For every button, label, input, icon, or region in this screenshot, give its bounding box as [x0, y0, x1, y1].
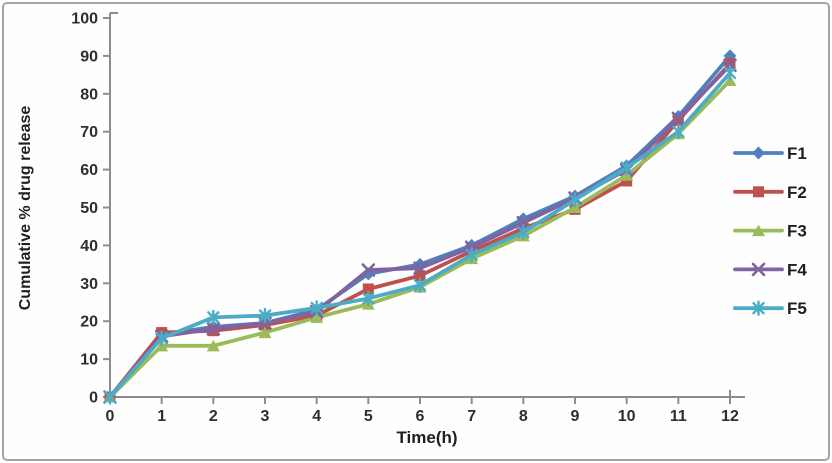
legend-F5-marker — [752, 300, 765, 316]
series-F5-marker — [258, 307, 272, 324]
legend-item-F3: F3 — [733, 222, 807, 241]
series-F2-marker — [414, 270, 426, 282]
y-axis-title: Cumulative % drug release — [17, 106, 34, 311]
legend-F1-label: F1 — [787, 144, 807, 163]
series-F5-marker — [155, 330, 168, 346]
series-F3-marker — [206, 339, 220, 352]
series-F5-marker — [672, 124, 685, 140]
legend-F3-label: F3 — [787, 222, 807, 241]
x-tick-label-8: 8 — [519, 408, 528, 425]
legend-item-F1: F1 — [733, 144, 807, 163]
series-F5-marker — [103, 389, 117, 405]
series-F5-marker — [362, 290, 375, 307]
series-F3-line — [108, 78, 732, 399]
series-F1 — [103, 49, 737, 404]
y-tick-label-30: 30 — [80, 276, 98, 293]
axes — [103, 12, 745, 404]
x-axis-title: Time(h) — [396, 428, 457, 447]
series-F5-marker — [723, 65, 737, 81]
y-tick-label-80: 80 — [80, 86, 98, 103]
series-F5-marker — [465, 247, 478, 263]
series-F5-line — [108, 71, 732, 399]
series-F4-marker — [206, 321, 221, 336]
y-tick-label-70: 70 — [80, 124, 98, 141]
x-tick-label-2: 2 — [209, 408, 218, 425]
legend-F3-marker — [752, 224, 765, 237]
x-tick-label-7: 7 — [467, 408, 476, 425]
series-F5-marker — [207, 309, 220, 326]
x-tick-label-10: 10 — [618, 408, 636, 425]
y-tick-label-10: 10 — [80, 352, 98, 369]
y-tick-label-100: 100 — [71, 11, 98, 28]
y-tick-label-40: 40 — [80, 238, 98, 255]
legend-F2-label: F2 — [787, 183, 807, 202]
legend-F5-label: F5 — [787, 299, 807, 318]
x-tick-label-6: 6 — [416, 408, 425, 425]
y-tick-label-0: 0 — [89, 390, 98, 407]
series-F5-marker — [568, 192, 582, 208]
x-tick-label-1: 1 — [157, 408, 166, 425]
series-F4-marker — [361, 263, 376, 277]
legend: F1 F2 F3 F4 F5 — [733, 144, 807, 318]
series-F3-marker — [310, 311, 324, 323]
series-F5-marker — [413, 277, 427, 293]
series-F4-marker — [413, 261, 427, 275]
series-F2 — [104, 57, 736, 403]
series-F4-marker — [516, 215, 531, 230]
legend-item-F2: F2 — [733, 183, 807, 202]
series-F3-marker — [258, 326, 272, 339]
y-tick-label-60: 60 — [80, 162, 98, 179]
y-tick-label-20: 20 — [80, 314, 98, 331]
legend-F1-marker — [752, 146, 765, 160]
series-F2-marker — [362, 283, 374, 295]
series-F4-marker — [671, 111, 686, 126]
series-F4 — [103, 58, 737, 404]
legend-F2-marker — [753, 186, 764, 198]
series-F5-marker — [517, 224, 530, 240]
series-F5-marker — [620, 160, 633, 176]
legend-F4-marker — [751, 262, 766, 277]
series-F5-marker — [310, 300, 323, 316]
legend-item-F4: F4 — [733, 260, 807, 279]
x-tick-label-9: 9 — [571, 408, 580, 425]
x-tick-label-5: 5 — [364, 408, 373, 425]
legend-F4-label: F4 — [787, 260, 807, 279]
legend-item-F5: F5 — [733, 299, 807, 318]
y-tick-label-50: 50 — [80, 200, 98, 217]
plot-area — [103, 49, 737, 405]
series-F3 — [103, 74, 737, 403]
series-F2-marker — [621, 175, 633, 187]
series-F5 — [103, 65, 737, 405]
x-tick-label-0: 0 — [106, 408, 115, 425]
axis-lines — [109, 12, 745, 398]
y-tick-label-90: 90 — [80, 48, 98, 65]
x-tick-label-4: 4 — [312, 408, 321, 425]
x-tick-label-12: 12 — [721, 408, 739, 425]
x-tick-label-3: 3 — [261, 408, 270, 425]
x-tick-label-11: 11 — [670, 408, 687, 425]
